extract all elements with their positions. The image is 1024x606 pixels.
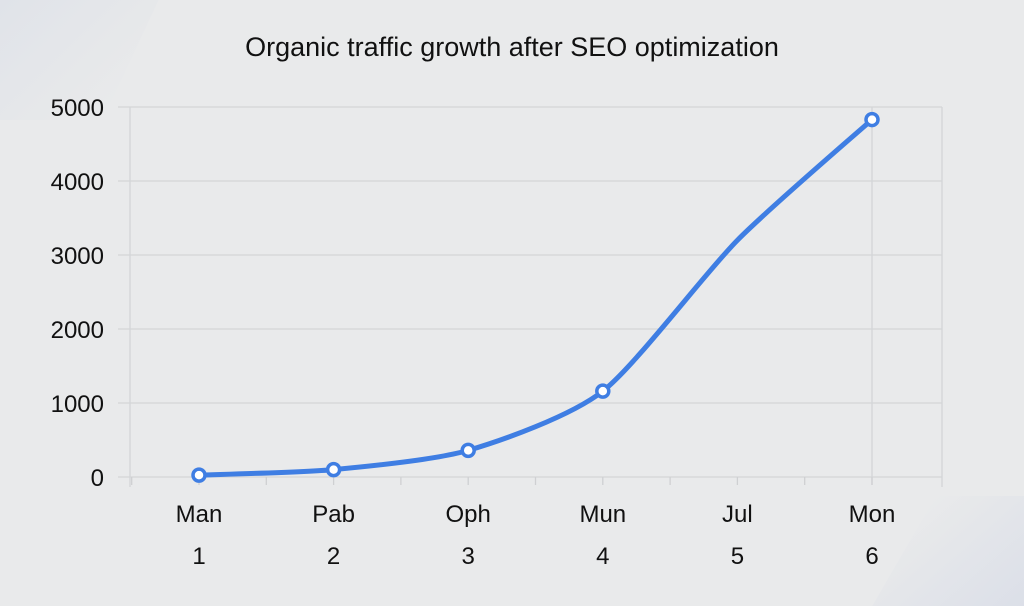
data-point [191,467,207,483]
x-tick-number: 5 [731,543,744,570]
x-tick-number: 3 [462,543,475,570]
x-tick-label: Oph [446,501,491,528]
x-tick-number: 1 [192,543,205,570]
x-tick-label: Jul [722,501,753,528]
data-point [864,111,880,128]
series-line [196,117,875,478]
line-chart: 0 1000 2000 3000 4000 5000 Man 1 Pab 2 Oph 3 Mun 4 Ju… [51,95,943,570]
y-tick-label: 3000 [51,243,104,270]
x-axis: Man 1 Pab 2 Oph 3 Mun 4 Jul 5 Mon 6 [176,501,896,570]
y-axis: 0 1000 2000 3000 4000 5000 [51,95,104,492]
x-tick-label: Mon [849,501,896,528]
y-tick-label: 5000 [51,95,104,122]
y-tick-label: 0 [91,465,104,492]
data-point [325,461,342,478]
y-tick-label: 4000 [51,169,104,196]
x-tick-label: Mun [579,501,626,528]
y-tick-label: 1000 [51,391,104,418]
x-tick-number: 4 [596,543,609,570]
series [191,111,880,483]
x-tick-number: 2 [327,543,340,570]
x-tick-label: Man [176,501,223,528]
data-point [595,383,611,399]
x-tick-label: Pab [312,501,355,528]
chart-title: Organic traffic growth after SEO optimiz… [245,32,779,62]
data-point [460,442,476,459]
x-tick-number: 6 [865,543,878,570]
y-tick-label: 2000 [51,317,104,344]
grid [118,106,943,487]
